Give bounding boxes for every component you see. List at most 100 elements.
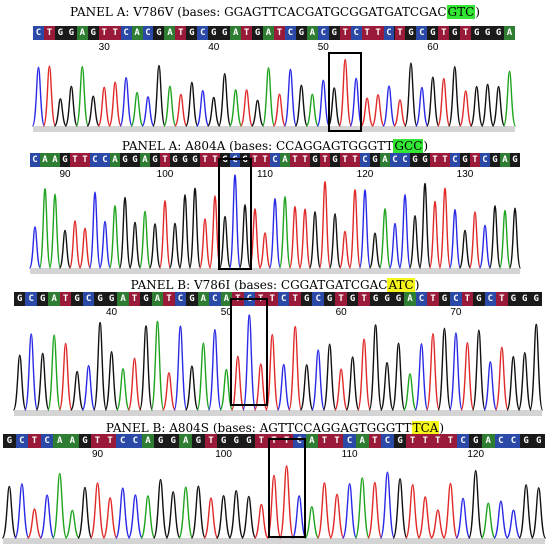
trace-peak — [152, 478, 169, 539]
trace-peak — [35, 352, 50, 411]
trace-peak — [502, 70, 517, 127]
base-call: G — [36, 292, 49, 306]
base-call: G — [242, 434, 256, 448]
trace-peak — [368, 324, 383, 411]
trace-peak — [168, 222, 182, 269]
trace-peak — [448, 65, 462, 127]
base-call: T — [128, 292, 141, 306]
codon-box — [230, 298, 269, 406]
trace-peak — [318, 180, 332, 269]
trace-peak — [138, 325, 154, 411]
base-call: G — [208, 26, 220, 40]
base-call: G — [410, 153, 420, 167]
trace-peak — [392, 478, 408, 539]
codon-box — [267, 438, 306, 538]
base-call: G — [190, 153, 200, 167]
base-call: T — [431, 434, 445, 448]
base-call: T — [91, 434, 104, 448]
base-call: A — [355, 434, 369, 448]
trace-peak — [299, 364, 314, 411]
base-call: G — [219, 26, 231, 40]
base-call: T — [444, 434, 457, 448]
position-tick-label: 50 — [220, 307, 232, 318]
trace-peak — [64, 509, 80, 539]
trace-peak — [31, 66, 46, 127]
base-call: A — [263, 26, 274, 40]
base-call: A — [140, 153, 150, 167]
trace-peak — [253, 503, 270, 539]
trace-peak — [417, 496, 433, 539]
title-text: PANEL A: V786V (bases: GGAGTTCACGATGCGGA… — [70, 5, 447, 19]
trace-peak — [53, 98, 68, 127]
trace-peak — [425, 332, 440, 411]
base-call: T — [394, 26, 406, 40]
position-tick-label: 110 — [257, 169, 273, 180]
trace-peak — [308, 211, 322, 269]
trace-peak — [328, 213, 342, 269]
trace-peak — [298, 208, 312, 269]
base-call: T — [59, 292, 72, 306]
trace-peak — [86, 95, 100, 127]
trace-peak — [408, 214, 422, 269]
base-call: C — [416, 26, 428, 40]
trace-peak — [108, 204, 122, 269]
trace-peak — [14, 483, 30, 539]
base-call: T — [290, 153, 300, 167]
trace-peak — [468, 211, 482, 269]
base-call: C — [381, 434, 394, 448]
title-text-end: ) — [414, 278, 420, 292]
base-call: G — [530, 292, 542, 306]
trace-peak — [488, 205, 502, 269]
title-text: PANEL A: A804A (bases: CCAGGAGTGGGTT — [121, 139, 394, 153]
base-call: T — [368, 434, 382, 448]
trace-peak — [506, 355, 521, 411]
base-call: C — [15, 434, 29, 448]
base-call: T — [430, 153, 440, 167]
trace-peak — [81, 364, 96, 411]
base-call: G — [229, 434, 243, 448]
trace-peak — [367, 481, 383, 539]
base-call: T — [289, 292, 301, 306]
position-tick-label: 120 — [467, 449, 485, 460]
base-call: G — [519, 292, 531, 306]
trace-peak — [28, 226, 42, 269]
trace-peak — [288, 205, 302, 269]
trace-peak — [178, 194, 192, 269]
base-call: G — [120, 153, 130, 167]
base-call: T — [109, 26, 121, 40]
trace-peak — [414, 343, 429, 411]
title-text: PANEL B: A804S (bases: AGTTCCAGGAGTGGGTT — [105, 421, 412, 435]
base-call: T — [175, 26, 187, 40]
base-call: T — [438, 26, 450, 40]
base-call: G — [300, 292, 313, 306]
trace-peak — [239, 89, 254, 127]
trace-peak — [304, 506, 320, 539]
base-call: C — [343, 434, 356, 448]
trace-peak — [468, 469, 484, 539]
base-call: G — [493, 26, 505, 40]
codon-highlight: GTC — [446, 5, 476, 19]
trace-peak — [38, 188, 52, 269]
trace-peak — [498, 209, 512, 269]
base-call: T — [241, 26, 253, 40]
base-call: G — [328, 26, 340, 40]
base-call: G — [150, 153, 160, 167]
trace-peak — [378, 207, 392, 269]
base-call: G — [94, 292, 106, 306]
trace-peak — [531, 487, 547, 539]
base-call: T — [461, 292, 474, 306]
position-tick-label: 130 — [456, 169, 474, 180]
base-call: T — [339, 26, 351, 40]
trace-peak — [338, 230, 352, 269]
base-call: A — [141, 434, 155, 448]
trace-peak — [345, 356, 360, 411]
base-call: T — [318, 434, 331, 448]
trace-peak — [228, 174, 242, 269]
trace-peak — [448, 332, 463, 411]
base-call: T — [260, 153, 270, 167]
base-call: A — [179, 434, 193, 448]
trace-peak — [494, 346, 509, 411]
base-call: G — [140, 292, 152, 306]
base-call: C — [270, 153, 280, 167]
base-call: C — [292, 434, 306, 448]
